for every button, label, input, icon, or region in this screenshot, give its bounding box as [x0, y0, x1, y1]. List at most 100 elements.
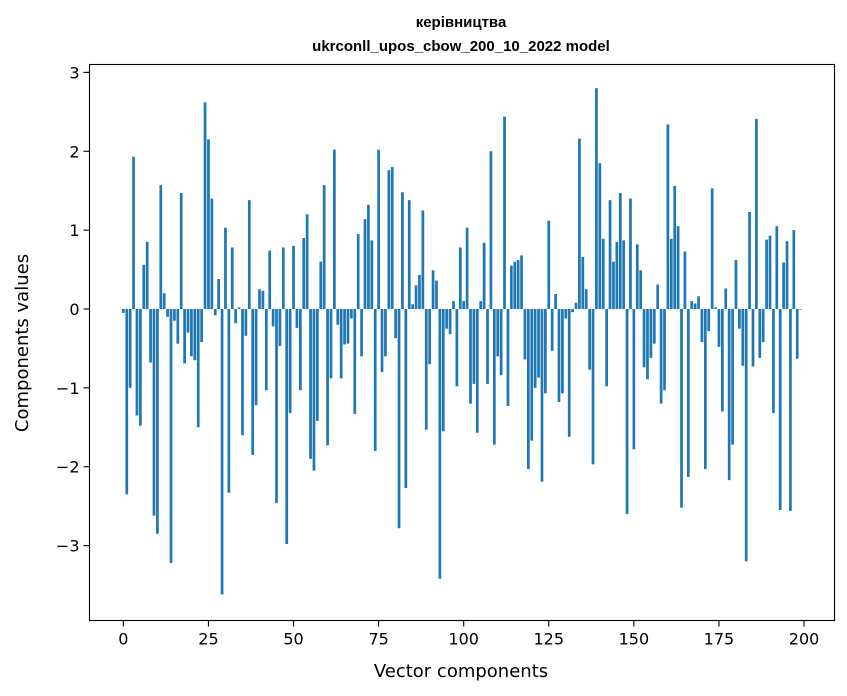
bar [710, 188, 714, 309]
bar [503, 116, 506, 309]
bar [169, 308, 173, 563]
bar [186, 308, 190, 333]
bar [714, 307, 717, 309]
bar [251, 308, 255, 455]
bar [135, 308, 139, 416]
bar [632, 308, 636, 450]
bar [622, 240, 626, 309]
bar [772, 308, 775, 414]
bar [162, 293, 166, 309]
bar [350, 308, 353, 319]
bar [615, 241, 619, 309]
bar [421, 210, 425, 309]
bar [142, 264, 146, 309]
bar [336, 308, 340, 325]
bar [159, 185, 163, 309]
bar [441, 308, 445, 432]
bar [298, 308, 302, 391]
bar [122, 308, 125, 313]
bar [649, 308, 653, 358]
bar [207, 139, 210, 309]
bar [475, 308, 479, 433]
bar [557, 308, 561, 403]
bar [741, 308, 745, 366]
bar [669, 238, 673, 309]
bar [652, 308, 656, 344]
bar [387, 170, 391, 309]
bar [663, 308, 666, 391]
bar [394, 308, 397, 339]
y-tick-label: 0 [69, 300, 79, 319]
bar [438, 308, 442, 579]
bar [407, 200, 411, 309]
bar [646, 308, 649, 380]
bar [751, 308, 755, 367]
y-tick-label: −1 [56, 379, 80, 398]
bar [125, 308, 129, 495]
bar [244, 308, 248, 336]
bar [384, 308, 387, 357]
bar [472, 308, 476, 384]
bar [554, 294, 557, 309]
bar [578, 138, 581, 309]
bar [629, 198, 632, 309]
bar [635, 244, 639, 309]
bar [397, 308, 401, 529]
bar [595, 88, 598, 309]
x-tick-label: 150 [619, 630, 650, 649]
bar [418, 275, 421, 309]
bar [329, 308, 333, 379]
y-axis-ticks: −3 −2 −1 0 1 2 3 [56, 63, 90, 556]
bar [516, 260, 520, 309]
bar [738, 308, 741, 329]
bar [271, 308, 275, 327]
x-tick-label: 25 [198, 630, 218, 649]
bar [452, 301, 455, 309]
bar [128, 308, 132, 388]
bar [305, 214, 309, 309]
bar [544, 308, 547, 394]
bar [455, 308, 459, 387]
bar [584, 289, 588, 309]
bar [217, 279, 221, 309]
bar [278, 308, 282, 347]
bar [411, 304, 415, 309]
bar [547, 220, 551, 309]
bar [768, 235, 772, 309]
bar [683, 251, 687, 309]
bar [268, 250, 272, 309]
bar [697, 296, 700, 309]
bar [210, 198, 214, 309]
x-axis-label: Vector components [374, 661, 548, 682]
bar [785, 241, 789, 309]
bar [673, 185, 677, 309]
bar [724, 288, 728, 309]
bar [721, 308, 724, 412]
bar [237, 307, 241, 309]
bar [224, 227, 227, 309]
y-tick-label: 3 [69, 63, 79, 82]
bar [680, 308, 683, 508]
bar [795, 308, 799, 359]
bar [193, 308, 197, 361]
bar [479, 301, 483, 309]
bar [608, 200, 612, 309]
bar [734, 260, 738, 309]
bar [220, 308, 224, 595]
bar [758, 308, 762, 358]
bar [496, 308, 500, 357]
bar [234, 308, 238, 324]
bar [540, 308, 544, 482]
bar [469, 308, 472, 404]
bar [196, 308, 200, 428]
bar [190, 308, 193, 357]
x-tick-label: 50 [283, 630, 303, 649]
bar [139, 308, 142, 426]
bar [642, 308, 646, 368]
bar [281, 247, 285, 309]
bar [686, 308, 690, 477]
bar [591, 308, 595, 465]
bar [707, 308, 711, 332]
bar [765, 239, 768, 309]
y-tick-label: −3 [56, 537, 80, 556]
